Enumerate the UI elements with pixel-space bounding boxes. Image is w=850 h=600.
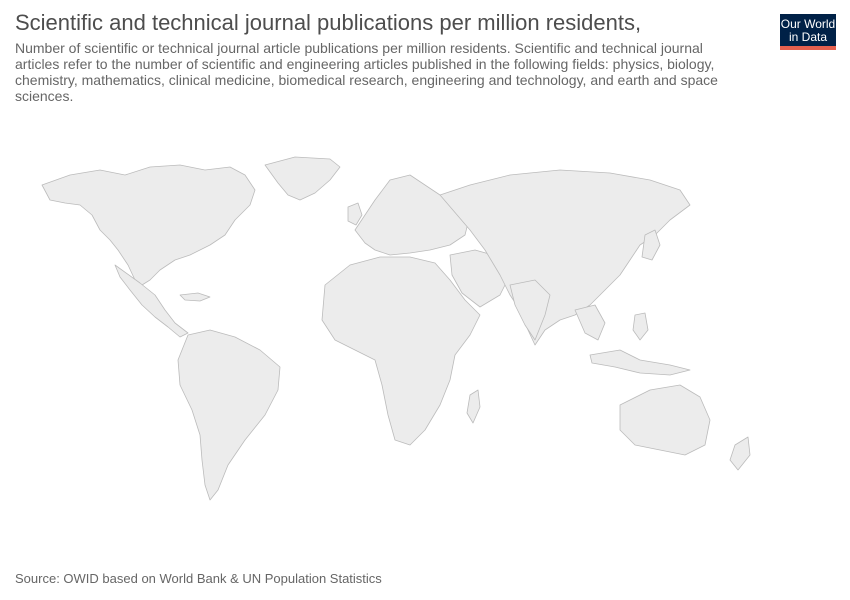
owid-logo[interactable]: Our World in Data (780, 14, 836, 50)
logo-line-2: in Data (788, 30, 828, 44)
region-japan[interactable] (641, 229, 661, 261)
logo-line-1: Our World (780, 17, 836, 31)
region-southeast-asia[interactable] (574, 304, 606, 341)
chart-title: Scientific and technical journal publica… (15, 10, 642, 35)
world-map[interactable] (30, 145, 790, 525)
region-central-america[interactable] (114, 264, 189, 338)
region-south-america[interactable] (177, 329, 281, 501)
region-indonesia[interactable] (589, 349, 691, 376)
region-australia[interactable] (619, 384, 711, 456)
region-madagascar[interactable] (466, 389, 481, 424)
region-caribbean[interactable] (179, 292, 211, 302)
region-philippines[interactable] (632, 312, 649, 341)
region-new-zealand[interactable] (729, 436, 751, 471)
region-asia[interactable] (439, 169, 691, 346)
region-uk[interactable] (347, 202, 363, 226)
region-europe[interactable] (354, 174, 471, 256)
region-africa[interactable] (321, 256, 481, 446)
chart-subtitle: Number of scientific or technical journa… (15, 40, 718, 104)
region-india[interactable] (509, 279, 551, 341)
region-north-america[interactable] (41, 164, 256, 286)
source-note: Source: OWID based on World Bank & UN Po… (15, 571, 382, 586)
region-greenland[interactable] (264, 156, 341, 201)
